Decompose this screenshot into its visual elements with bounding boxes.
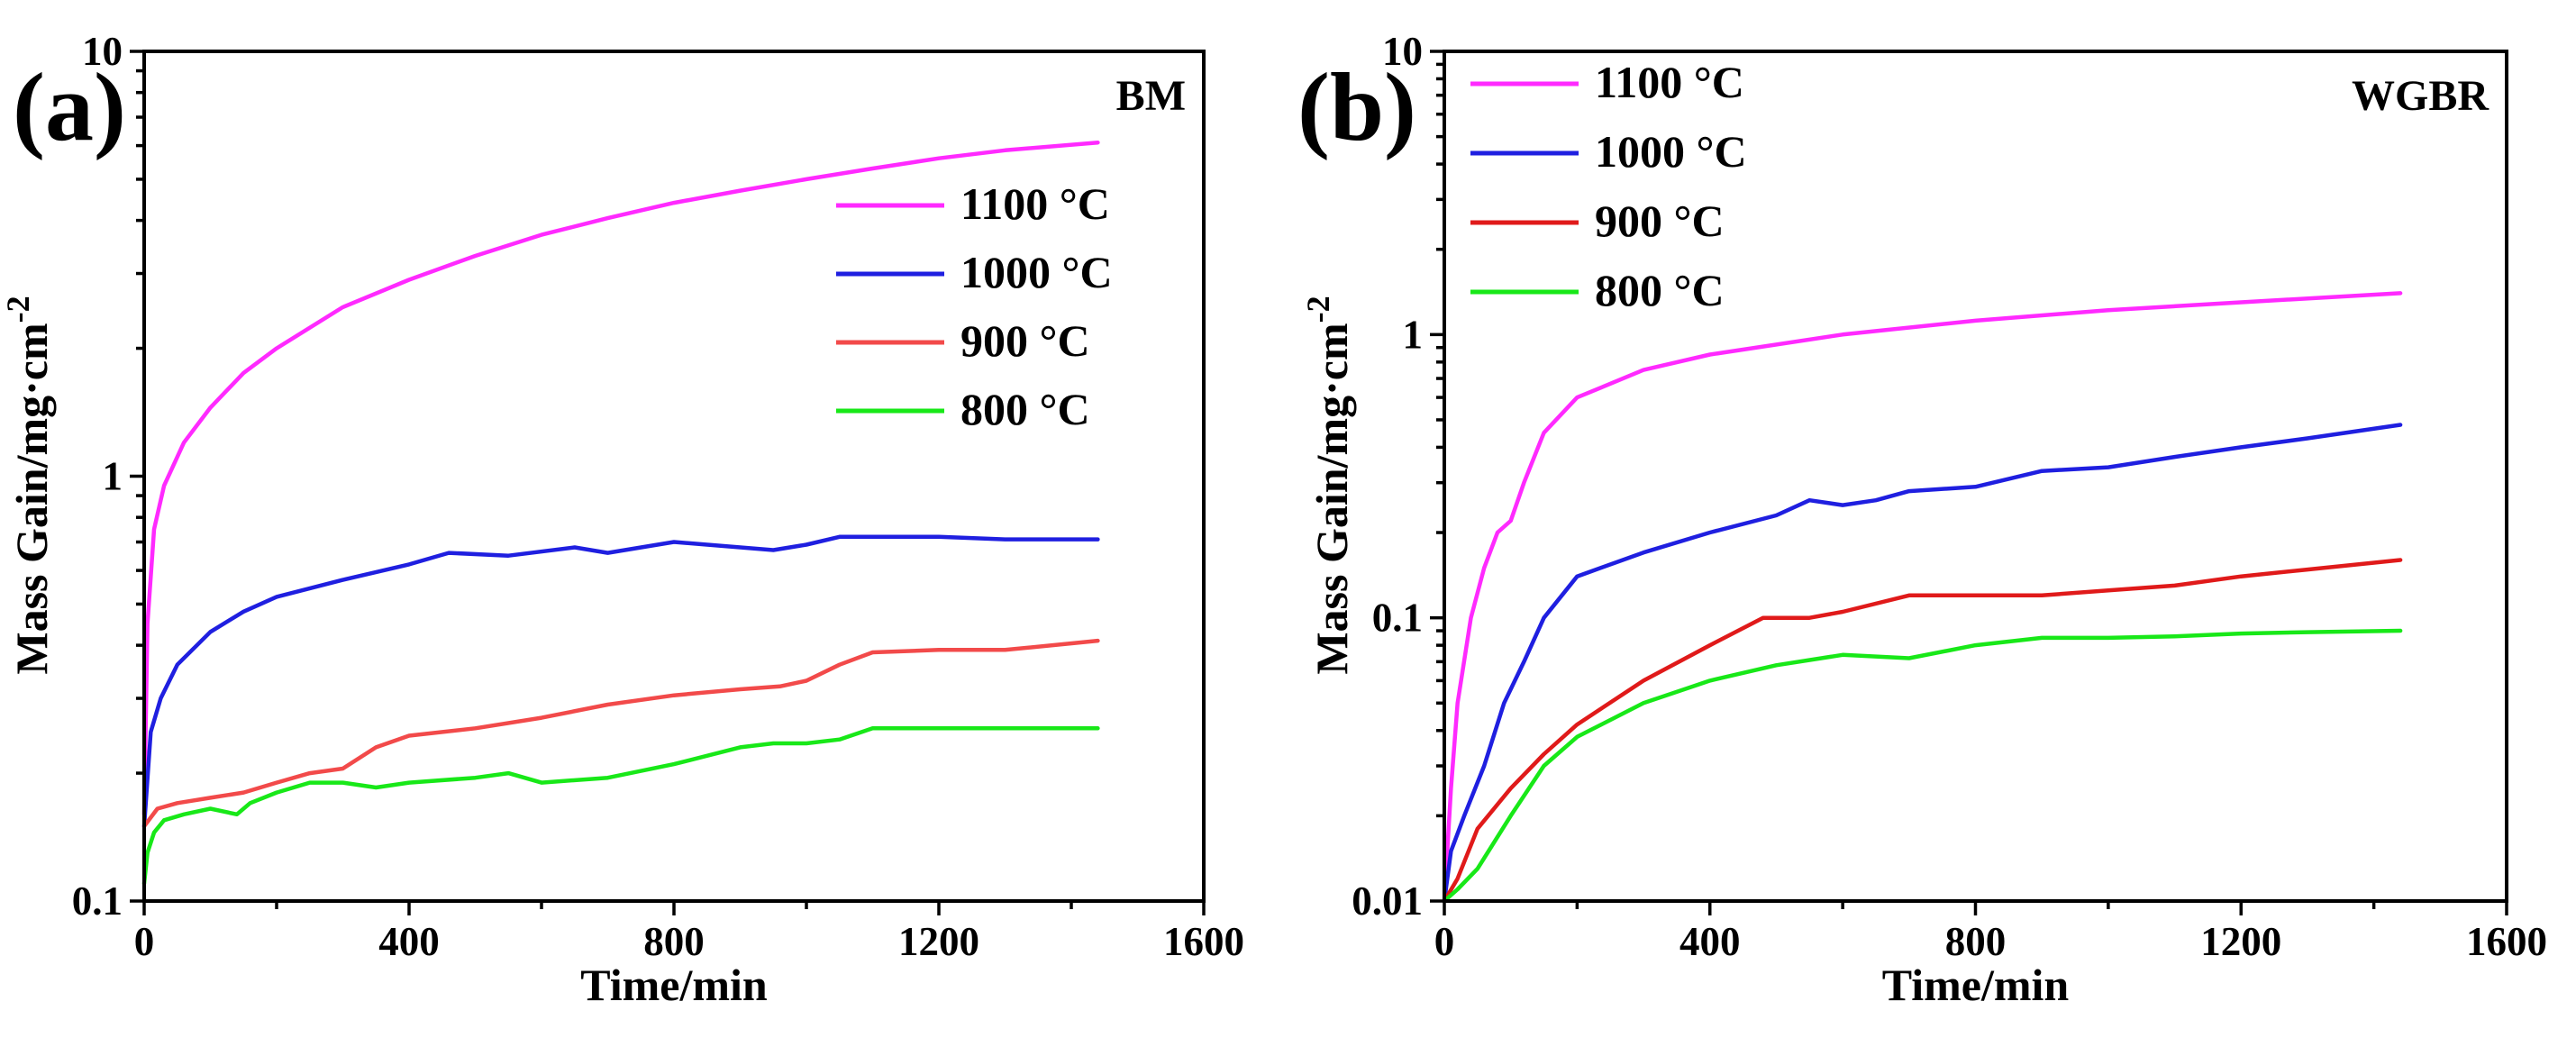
panel-b-y-axis-label: Mass Gain/mg·cm-2 [1300, 296, 1357, 674]
panel-b-x-tick-label: 0 [1434, 919, 1455, 964]
panel-b-x-tick-label: 1600 [2466, 919, 2547, 964]
panel-b-x-axis-label: Time/min [1882, 960, 2070, 1010]
panel-b-x-tick-label: 1200 [2200, 919, 2281, 964]
panel-a-series-1100c-line [141, 140, 1100, 817]
panel-b-plot-frame [1443, 50, 2508, 903]
panel-a-y-axis-label: Mass Gain/mg·cm-2 [0, 296, 57, 674]
panel-a-series-800c-line [141, 726, 1100, 886]
panel-b-legend-label-1100c: 1100 °C [1595, 57, 1744, 107]
panel-b-legend-label-900c: 900 °C [1595, 196, 1725, 246]
panel-b-series-1100c-line [1442, 291, 2403, 904]
panel-a-y-tick-label: 1 [103, 454, 123, 499]
panel-a-legend: 1100 °C 1000 °C 900 °C 800 °C [836, 178, 1113, 434]
panel-a: (a) 0 400 800 1200 1600 0.1 1 10 BM Time/min Ma… [0, 29, 1244, 1010]
panel-a-legend-label-900c: 900 °C [960, 315, 1090, 366]
panel-b-label: (b) [1297, 54, 1416, 161]
panel-a-label: (a) [13, 54, 126, 161]
panel-b: (b) 0 400 800 1200 1600 0.01 0.1 1 10 WGBR Time/… [1297, 29, 2547, 1010]
panel-b-y-axis-label-main: Mass Gain/mg·cm [1306, 323, 1357, 674]
panel-b-series-800c-line [1442, 628, 2403, 904]
panel-b-legend: 1100 °C 1000 °C 900 °C 800 °C [1470, 57, 1747, 315]
panel-b-series-900c-line [1442, 558, 2403, 904]
panel-a-x-tick-label: 1200 [898, 919, 979, 964]
panel-b-series-1000c-line [1442, 423, 2403, 904]
panel-b-y-tick-label: 0.01 [1352, 879, 1423, 924]
panel-a-title: BM [1116, 72, 1186, 120]
panel-b-y-tick-label: 1 [1403, 312, 1424, 357]
panel-b-x-tick-label: 800 [1945, 919, 2007, 964]
panel-a-legend-label-800c: 800 °C [960, 384, 1090, 434]
panel-a-legend-label-1000c: 1000 °C [960, 247, 1113, 297]
panel-a-x-axis-label: Time/min [580, 960, 768, 1010]
panel-b-y-tick-label: 0.1 [1372, 596, 1423, 641]
panel-a-x-tick-label: 400 [378, 919, 440, 964]
panel-a-y-axis-label-exponent: -2 [0, 296, 36, 323]
panel-b-x-tick-label: 400 [1679, 919, 1741, 964]
panel-b-y-axis-label-exponent: -2 [1300, 296, 1336, 323]
panel-a-y-tick-label: 10 [82, 29, 123, 74]
panel-a-x-tick-label: 1600 [1163, 919, 1244, 964]
panel-a-series-900c-line [141, 638, 1100, 829]
panel-a-y-axis-label-main: Mass Gain/mg·cm [6, 323, 57, 674]
panel-a-y-tick-label: 0.1 [72, 879, 123, 924]
panel-a-x-tick-label: 800 [643, 919, 705, 964]
panel-b-legend-label-800c: 800 °C [1595, 265, 1725, 315]
panel-a-x-tick-label: 0 [134, 919, 155, 964]
panel-b-title: WGBR [2352, 72, 2490, 120]
panel-b-legend-label-1000c: 1000 °C [1595, 126, 1747, 177]
panel-b-y-tick-label: 10 [1382, 29, 1423, 74]
panel-a-series-1000c-line [141, 534, 1100, 829]
panel-a-legend-label-1100c: 1100 °C [960, 178, 1110, 229]
